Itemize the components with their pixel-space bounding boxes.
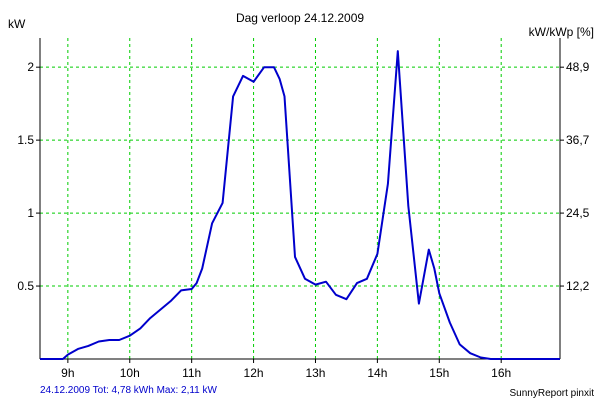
y2-tick-label: 24,5 bbox=[566, 206, 590, 220]
x-tick-label: 13h bbox=[305, 366, 325, 380]
y2-tick-label: 48,9 bbox=[566, 60, 590, 74]
x-tick-label: 11h bbox=[182, 366, 201, 380]
x-tick-label: 16h bbox=[491, 366, 511, 380]
x-tick-label: 15h bbox=[429, 366, 449, 380]
y-tick-label: 0.5 bbox=[17, 279, 34, 293]
y-tick-label: 2 bbox=[27, 60, 34, 74]
grid-lines bbox=[40, 38, 560, 359]
y-axis-left-ticks: 0.5 1 1.5 2 bbox=[17, 60, 40, 293]
y2-tick-label: 36,7 bbox=[566, 133, 590, 147]
y-axis-right-ticks: 12,2 24,5 36,7 48,9 bbox=[560, 60, 590, 293]
x-tick-label: 10h bbox=[120, 366, 140, 380]
y-axis-right-unit: kW/kWp [%] bbox=[529, 25, 594, 39]
x-tick-label: 12h bbox=[244, 366, 264, 380]
x-tick-label: 14h bbox=[367, 366, 387, 380]
plot-frame bbox=[39, 38, 561, 360]
summary-footer: 24.12.2009 Tot: 4,78 kWh Max: 2,11 kW bbox=[40, 385, 218, 396]
y2-tick-label: 12,2 bbox=[566, 279, 590, 293]
series-layer bbox=[40, 50, 560, 360]
credit-footer: SunnyReport pinxit bbox=[510, 388, 595, 399]
y-tick-label: 1.5 bbox=[17, 133, 34, 147]
series-line-power bbox=[40, 50, 560, 360]
y-tick-label: 1 bbox=[27, 206, 34, 220]
x-axis-ticks: 9h 10h 11h 12h 13h 14h 15h 16h bbox=[61, 359, 511, 380]
y-axis-left-unit: kW bbox=[8, 17, 26, 31]
chart-title: Dag verloop 24.12.2009 bbox=[236, 11, 364, 25]
x-tick-label: 9h bbox=[61, 366, 74, 380]
